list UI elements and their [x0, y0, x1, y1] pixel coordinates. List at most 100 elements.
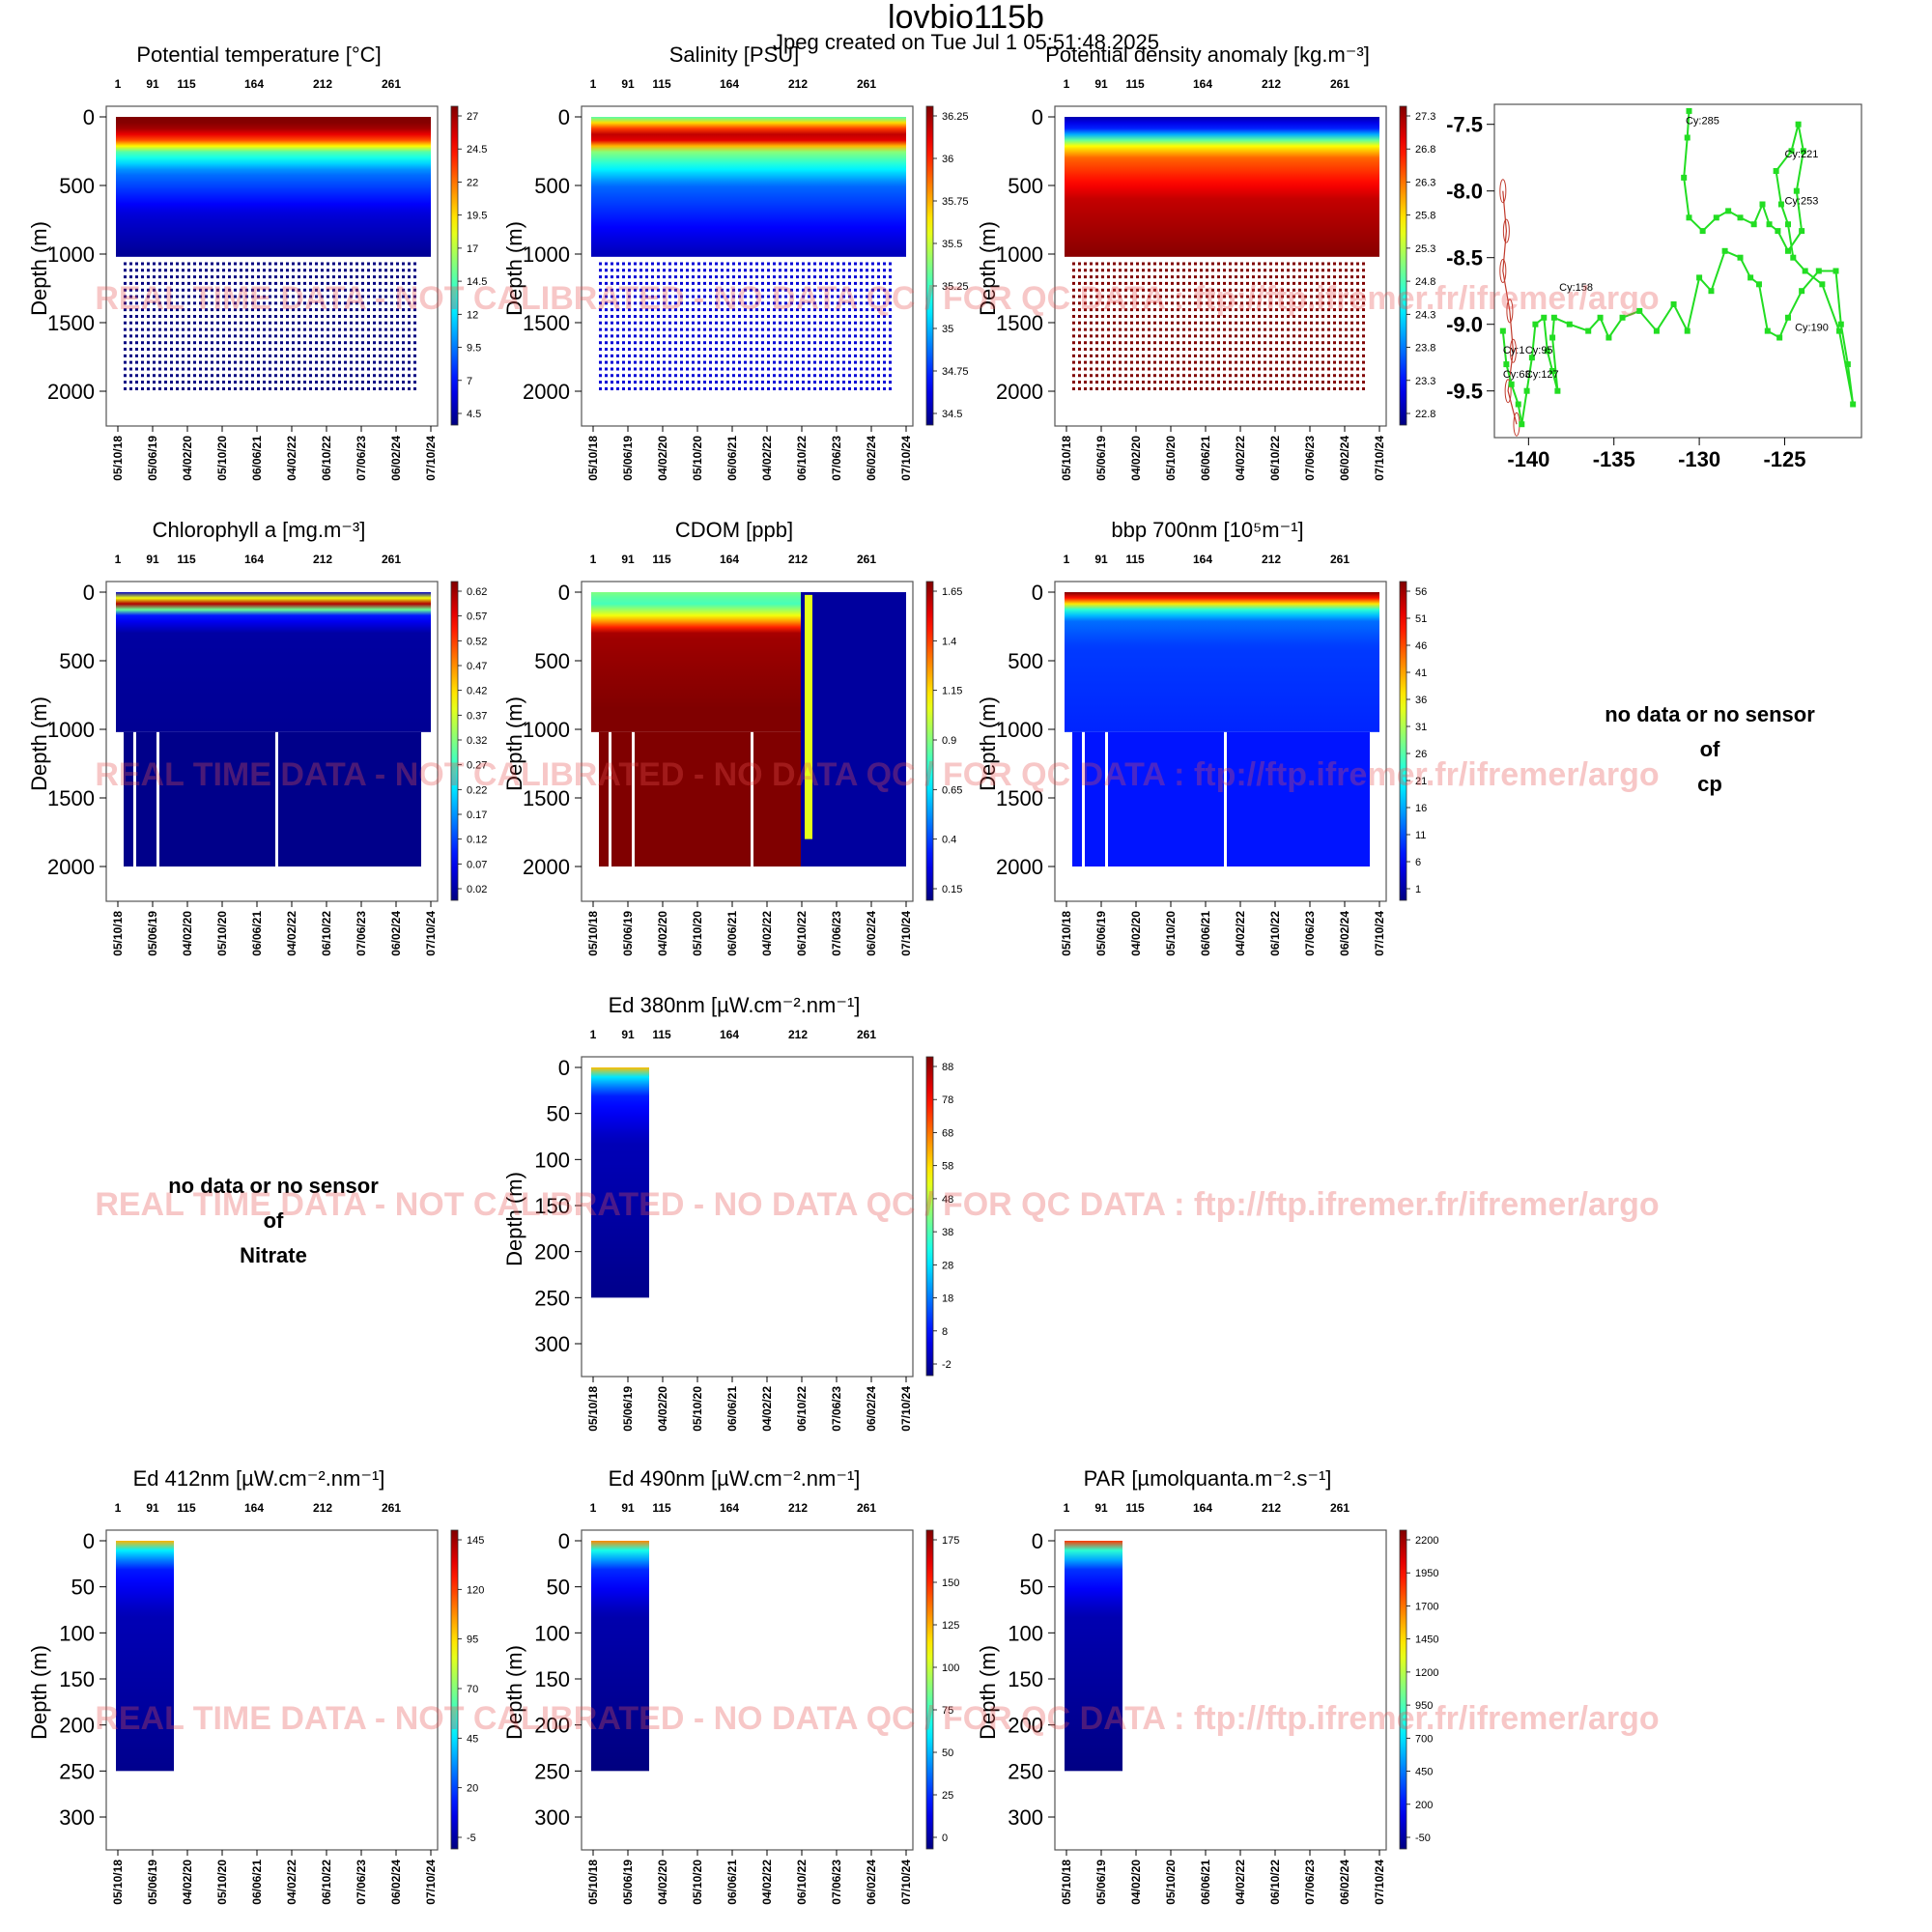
cycle-tick-label: 164 [720, 77, 739, 91]
heatmap-anomaly [805, 594, 812, 839]
date-tick-label: 06/06/21 [1199, 1860, 1212, 1905]
cycle-label: Cy:1 [1503, 345, 1525, 356]
date-tick-label: 06/06/21 [250, 1860, 264, 1905]
y-tick-label: 1500 [47, 786, 95, 810]
cycle-tick-label: 1 [590, 1501, 597, 1515]
track-point [1755, 281, 1762, 288]
chart-title: Potential temperature [°C] [136, 43, 381, 67]
colorbar-tick-label: 26.3 [1415, 177, 1435, 188]
date-tick-label: 04/02/22 [760, 1386, 774, 1432]
colorbar-tick-label: 7 [467, 376, 472, 387]
track-point [1737, 254, 1744, 261]
y-tick-label: -9.5 [1446, 380, 1483, 404]
date-tick-label: 06/10/22 [1268, 911, 1282, 956]
date-tick-label: 07/10/24 [1373, 436, 1386, 481]
data-gap [632, 731, 635, 867]
y-tick-label: 2000 [523, 855, 570, 879]
chart-title: Ed 490nm [µW.cm⁻².nm⁻¹] [609, 1466, 861, 1491]
y-tick-label: 50 [1020, 1576, 1043, 1600]
date-tick-label: 05/10/18 [111, 911, 125, 956]
track-point [1636, 307, 1643, 314]
track-point [1833, 268, 1839, 274]
y-tick-label: 0 [83, 581, 95, 605]
track-point [1566, 321, 1573, 327]
track-point [1696, 274, 1703, 281]
y-tick-label: 100 [59, 1621, 95, 1645]
cycle-tick-label: 1 [590, 1028, 597, 1041]
cycle-tick-label: 212 [1262, 553, 1281, 566]
page-title: lovbio115b [888, 0, 1044, 36]
colorbar-tick-label: 78 [942, 1094, 953, 1106]
chart-title: PAR [µmolquanta.m⁻².s⁻¹] [1084, 1466, 1332, 1491]
date-tick-label: 04/02/22 [760, 436, 774, 481]
y-tick-label: 1000 [523, 718, 570, 742]
colorbar-tick-label: 34.5 [942, 409, 962, 420]
y-tick-label: 0 [558, 1529, 570, 1553]
cycle-label: Cy:127 [1525, 369, 1559, 381]
cycle-tick-label: 1 [590, 77, 597, 91]
date-tick-label: 05/06/19 [146, 911, 159, 956]
y-tick-label: 300 [1008, 1805, 1043, 1830]
date-tick-label: 05/10/18 [586, 1386, 600, 1432]
track-point [1721, 247, 1728, 254]
colorbar-tick-label: 0.9 [942, 735, 956, 747]
historical-track [1502, 190, 1518, 425]
colorbar [450, 581, 459, 901]
cycle-tick-label: 91 [146, 1501, 159, 1515]
date-tick-label: 04/02/22 [285, 1860, 298, 1905]
cycle-tick-label: 261 [857, 1028, 876, 1041]
date-tick-label: 06/02/24 [1338, 436, 1351, 481]
colorbar-tick-label: 0.07 [467, 859, 487, 870]
date-tick-label: 05/10/18 [1060, 436, 1073, 481]
date-tick-label: 06/06/21 [725, 911, 739, 956]
date-tick-label: 06/02/24 [865, 1860, 878, 1905]
cycle-tick-label: 261 [1330, 553, 1350, 566]
colorbar-tick-label: 6 [1415, 857, 1421, 868]
date-tick-label: 06/06/21 [1199, 911, 1212, 956]
cycle-tick-label: 164 [244, 553, 264, 566]
colorbar-tick-label: 0.12 [467, 835, 487, 846]
track-point [1508, 381, 1515, 387]
date-tick-label: 07/06/23 [1303, 1860, 1317, 1905]
colorbar-tick-label: 23.8 [1415, 343, 1435, 355]
colorbar-tick-label: 0.62 [467, 586, 487, 598]
colorbar [925, 1056, 934, 1377]
cycle-tick-label: 164 [244, 77, 264, 91]
date-tick-label: 05/10/20 [691, 1386, 704, 1432]
cycle-tick-label: 261 [1330, 1501, 1350, 1515]
track-point [1799, 228, 1805, 235]
colorbar-tick-label: 0.47 [467, 661, 487, 672]
cycle-label: Cy:63 [1503, 369, 1531, 381]
date-tick-label: 05/10/18 [1060, 1860, 1073, 1905]
no-data-line: no data or no sensor [1605, 702, 1815, 726]
date-tick-label: 04/02/20 [656, 1860, 669, 1905]
track-point [1785, 314, 1791, 321]
y-tick-label: 500 [534, 649, 570, 673]
track-point [1785, 221, 1791, 228]
colorbar-tick-label: 0.42 [467, 686, 487, 697]
track-point [1785, 247, 1791, 254]
colorbar-tick-label: 26 [1415, 749, 1427, 760]
track-point [1750, 221, 1757, 228]
y-tick-label: 500 [59, 174, 95, 198]
colorbar-tick-label: 25.8 [1415, 211, 1435, 222]
cycle-label: Cy:190 [1795, 323, 1829, 334]
colorbar [450, 105, 459, 426]
y-tick-label: 100 [534, 1148, 570, 1172]
heatmap-band [1065, 117, 1379, 257]
watermark: REAL TIME DATA - NOT CALIBRATED - NO DAT… [95, 1700, 1659, 1737]
track-point [1819, 281, 1826, 288]
track-point [1699, 228, 1706, 235]
date-tick-label: 06/02/24 [389, 1860, 403, 1905]
date-tick-label: 05/10/18 [1060, 911, 1073, 956]
data-gap [1105, 731, 1108, 867]
colorbar-tick-label: 56 [1415, 586, 1427, 598]
y-tick-label: -8.5 [1446, 246, 1483, 270]
date-tick-label: 04/02/22 [285, 911, 298, 956]
colorbar [925, 105, 934, 426]
y-tick-label: 500 [59, 649, 95, 673]
date-tick-label: 06/02/24 [389, 436, 403, 481]
colorbar-tick-label: 36 [942, 154, 953, 165]
chart-panel: Salinity [PSU] 1 91 115 164 212 261 0 500 1000 150… [502, 43, 969, 481]
